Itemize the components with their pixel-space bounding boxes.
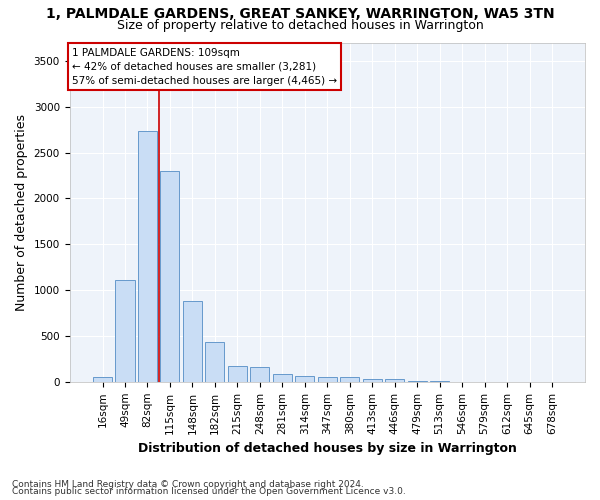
Text: 1 PALMDALE GARDENS: 109sqm
← 42% of detached houses are smaller (3,281)
57% of s: 1 PALMDALE GARDENS: 109sqm ← 42% of deta… [72, 48, 337, 86]
X-axis label: Distribution of detached houses by size in Warrington: Distribution of detached houses by size … [138, 442, 517, 455]
Bar [318, 377, 337, 382]
Bar [183, 301, 202, 382]
Bar [273, 374, 292, 382]
Bar [340, 377, 359, 382]
Text: 1, PALMDALE GARDENS, GREAT SANKEY, WARRINGTON, WA5 3TN: 1, PALMDALE GARDENS, GREAT SANKEY, WARRI… [46, 8, 554, 22]
Bar [385, 379, 404, 382]
Text: Contains public sector information licensed under the Open Government Licence v3: Contains public sector information licen… [12, 487, 406, 496]
Bar [250, 366, 269, 382]
Bar [160, 171, 179, 382]
Bar [93, 377, 112, 382]
Bar [205, 342, 224, 382]
Bar [228, 366, 247, 382]
Bar [115, 280, 134, 382]
Bar [138, 130, 157, 382]
Y-axis label: Number of detached properties: Number of detached properties [15, 114, 28, 310]
Text: Size of property relative to detached houses in Warrington: Size of property relative to detached ho… [116, 19, 484, 32]
Bar [295, 376, 314, 382]
Text: Contains HM Land Registry data © Crown copyright and database right 2024.: Contains HM Land Registry data © Crown c… [12, 480, 364, 489]
Bar [362, 378, 382, 382]
